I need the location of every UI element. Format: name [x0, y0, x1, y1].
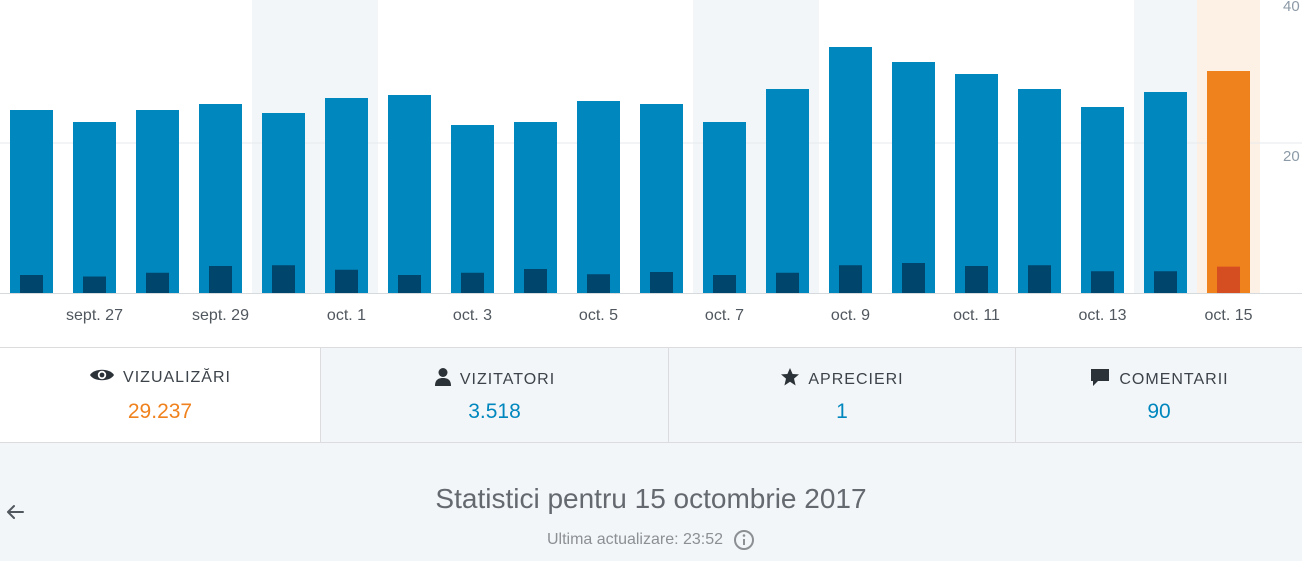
back-arrow-icon[interactable] — [4, 501, 26, 523]
visitors-bar — [272, 265, 295, 293]
x-tick-label: oct. 13 — [1078, 307, 1126, 324]
visitors-bar — [146, 272, 169, 293]
x-tick-label: sept. 27 — [66, 307, 123, 324]
last-update-row: Ultima actualizare: 23:52 — [0, 529, 1302, 551]
views-bar[interactable] — [73, 122, 116, 293]
visitors-bar — [1028, 265, 1051, 293]
x-tick-label: oct. 15 — [1204, 307, 1252, 324]
x-tick-label: oct. 9 — [831, 307, 870, 324]
views-bar[interactable] — [199, 104, 242, 293]
stats-tabs: VIZUALIZĂRI 29.237 VIZITATORI 3.518 APRECIER… — [0, 347, 1302, 443]
views-bar[interactable] — [1207, 71, 1250, 293]
y-tick-label: 20 — [1283, 148, 1300, 165]
y-tick-label: 40 — [1283, 0, 1300, 15]
views-bar[interactable] — [262, 113, 305, 293]
tab-value: 90 — [1147, 400, 1171, 423]
tab-label: VIZITATORI — [459, 370, 556, 388]
tab-comments[interactable]: COMENTARII 90 — [1015, 348, 1302, 442]
visitors-bar — [839, 265, 862, 293]
visitors-bar — [83, 276, 106, 293]
views-bar[interactable] — [1081, 107, 1124, 293]
stats-date-title: Statistici pentru 15 octombrie 2017 — [435, 483, 867, 514]
visitors-bar — [650, 272, 673, 293]
x-tick-label: oct. 5 — [579, 307, 618, 324]
views-bar[interactable] — [325, 98, 368, 293]
visitors-bar — [1091, 271, 1114, 293]
x-tick-label: oct. 11 — [953, 307, 1000, 324]
visitors-bar — [1217, 266, 1240, 293]
visitors-bar — [587, 274, 610, 293]
views-bar[interactable] — [10, 110, 53, 293]
info-icon[interactable] — [733, 529, 755, 551]
views-bar[interactable] — [955, 74, 998, 293]
star-icon — [780, 367, 800, 392]
views-bar[interactable] — [514, 122, 557, 293]
bar-chart: 20 40 sept. 27 sept. 29 oct. 1 oct. 3 oct. 5 oc… — [0, 0, 1302, 324]
visitors-bar — [965, 266, 988, 293]
x-tick-label: oct. 1 — [327, 307, 366, 324]
tab-label: APRECIERI — [808, 370, 904, 388]
tab-value: 29.237 — [127, 400, 193, 423]
views-bar[interactable] — [892, 62, 935, 293]
views-bar[interactable] — [388, 95, 431, 293]
visitors-bar — [335, 269, 358, 293]
views-bar[interactable] — [1018, 89, 1061, 293]
tab-value: 3.518 — [468, 400, 521, 423]
tab-header: COMENTARII — [1016, 367, 1302, 392]
visitors-bar — [1154, 271, 1177, 293]
last-update-text: Ultima actualizare: 23:52 — [546, 531, 724, 548]
person-icon — [434, 367, 452, 392]
visitors-bar — [713, 275, 736, 293]
visitors-bar — [524, 269, 547, 293]
views-bar[interactable] — [703, 122, 746, 293]
views-bar[interactable] — [577, 101, 620, 293]
views-bar[interactable] — [766, 89, 809, 293]
chart-svg: 20 40 sept. 27 sept. 29 oct. 1 oct. 3 oct. 5 oc… — [0, 0, 1302, 324]
stats-footer: Statistici pentru 15 octombrie 2017 Ulti… — [0, 443, 1302, 561]
tab-value: 1 — [836, 400, 848, 423]
tab-label: COMENTARII — [1119, 370, 1229, 388]
eye-icon — [89, 367, 115, 388]
views-bar[interactable] — [136, 110, 179, 293]
visitors-bar — [209, 266, 232, 293]
tab-likes[interactable]: APRECIERI 1 — [668, 348, 1015, 442]
comment-icon — [1089, 367, 1111, 392]
x-tick-label: oct. 3 — [453, 307, 492, 324]
views-bar[interactable] — [1144, 92, 1187, 293]
tab-header: VIZUALIZĂRI — [0, 367, 320, 388]
visitors-bar — [776, 272, 799, 293]
tab-header: VIZITATORI — [321, 367, 668, 392]
tab-visitors[interactable]: VIZITATORI 3.518 — [320, 348, 668, 442]
tab-label: VIZUALIZĂRI — [123, 368, 231, 386]
views-bar[interactable] — [829, 47, 872, 293]
visitors-bar — [461, 272, 484, 293]
x-tick-label: sept. 29 — [192, 307, 249, 324]
views-bar[interactable] — [451, 125, 494, 293]
views-bar[interactable] — [640, 104, 683, 293]
tab-header: APRECIERI — [669, 367, 1015, 392]
visitors-bar — [398, 275, 421, 293]
visitors-bar — [20, 275, 43, 293]
x-tick-label: oct. 7 — [705, 307, 744, 324]
visitors-bar — [902, 263, 925, 293]
tab-views[interactable]: VIZUALIZĂRI 29.237 — [0, 348, 320, 442]
